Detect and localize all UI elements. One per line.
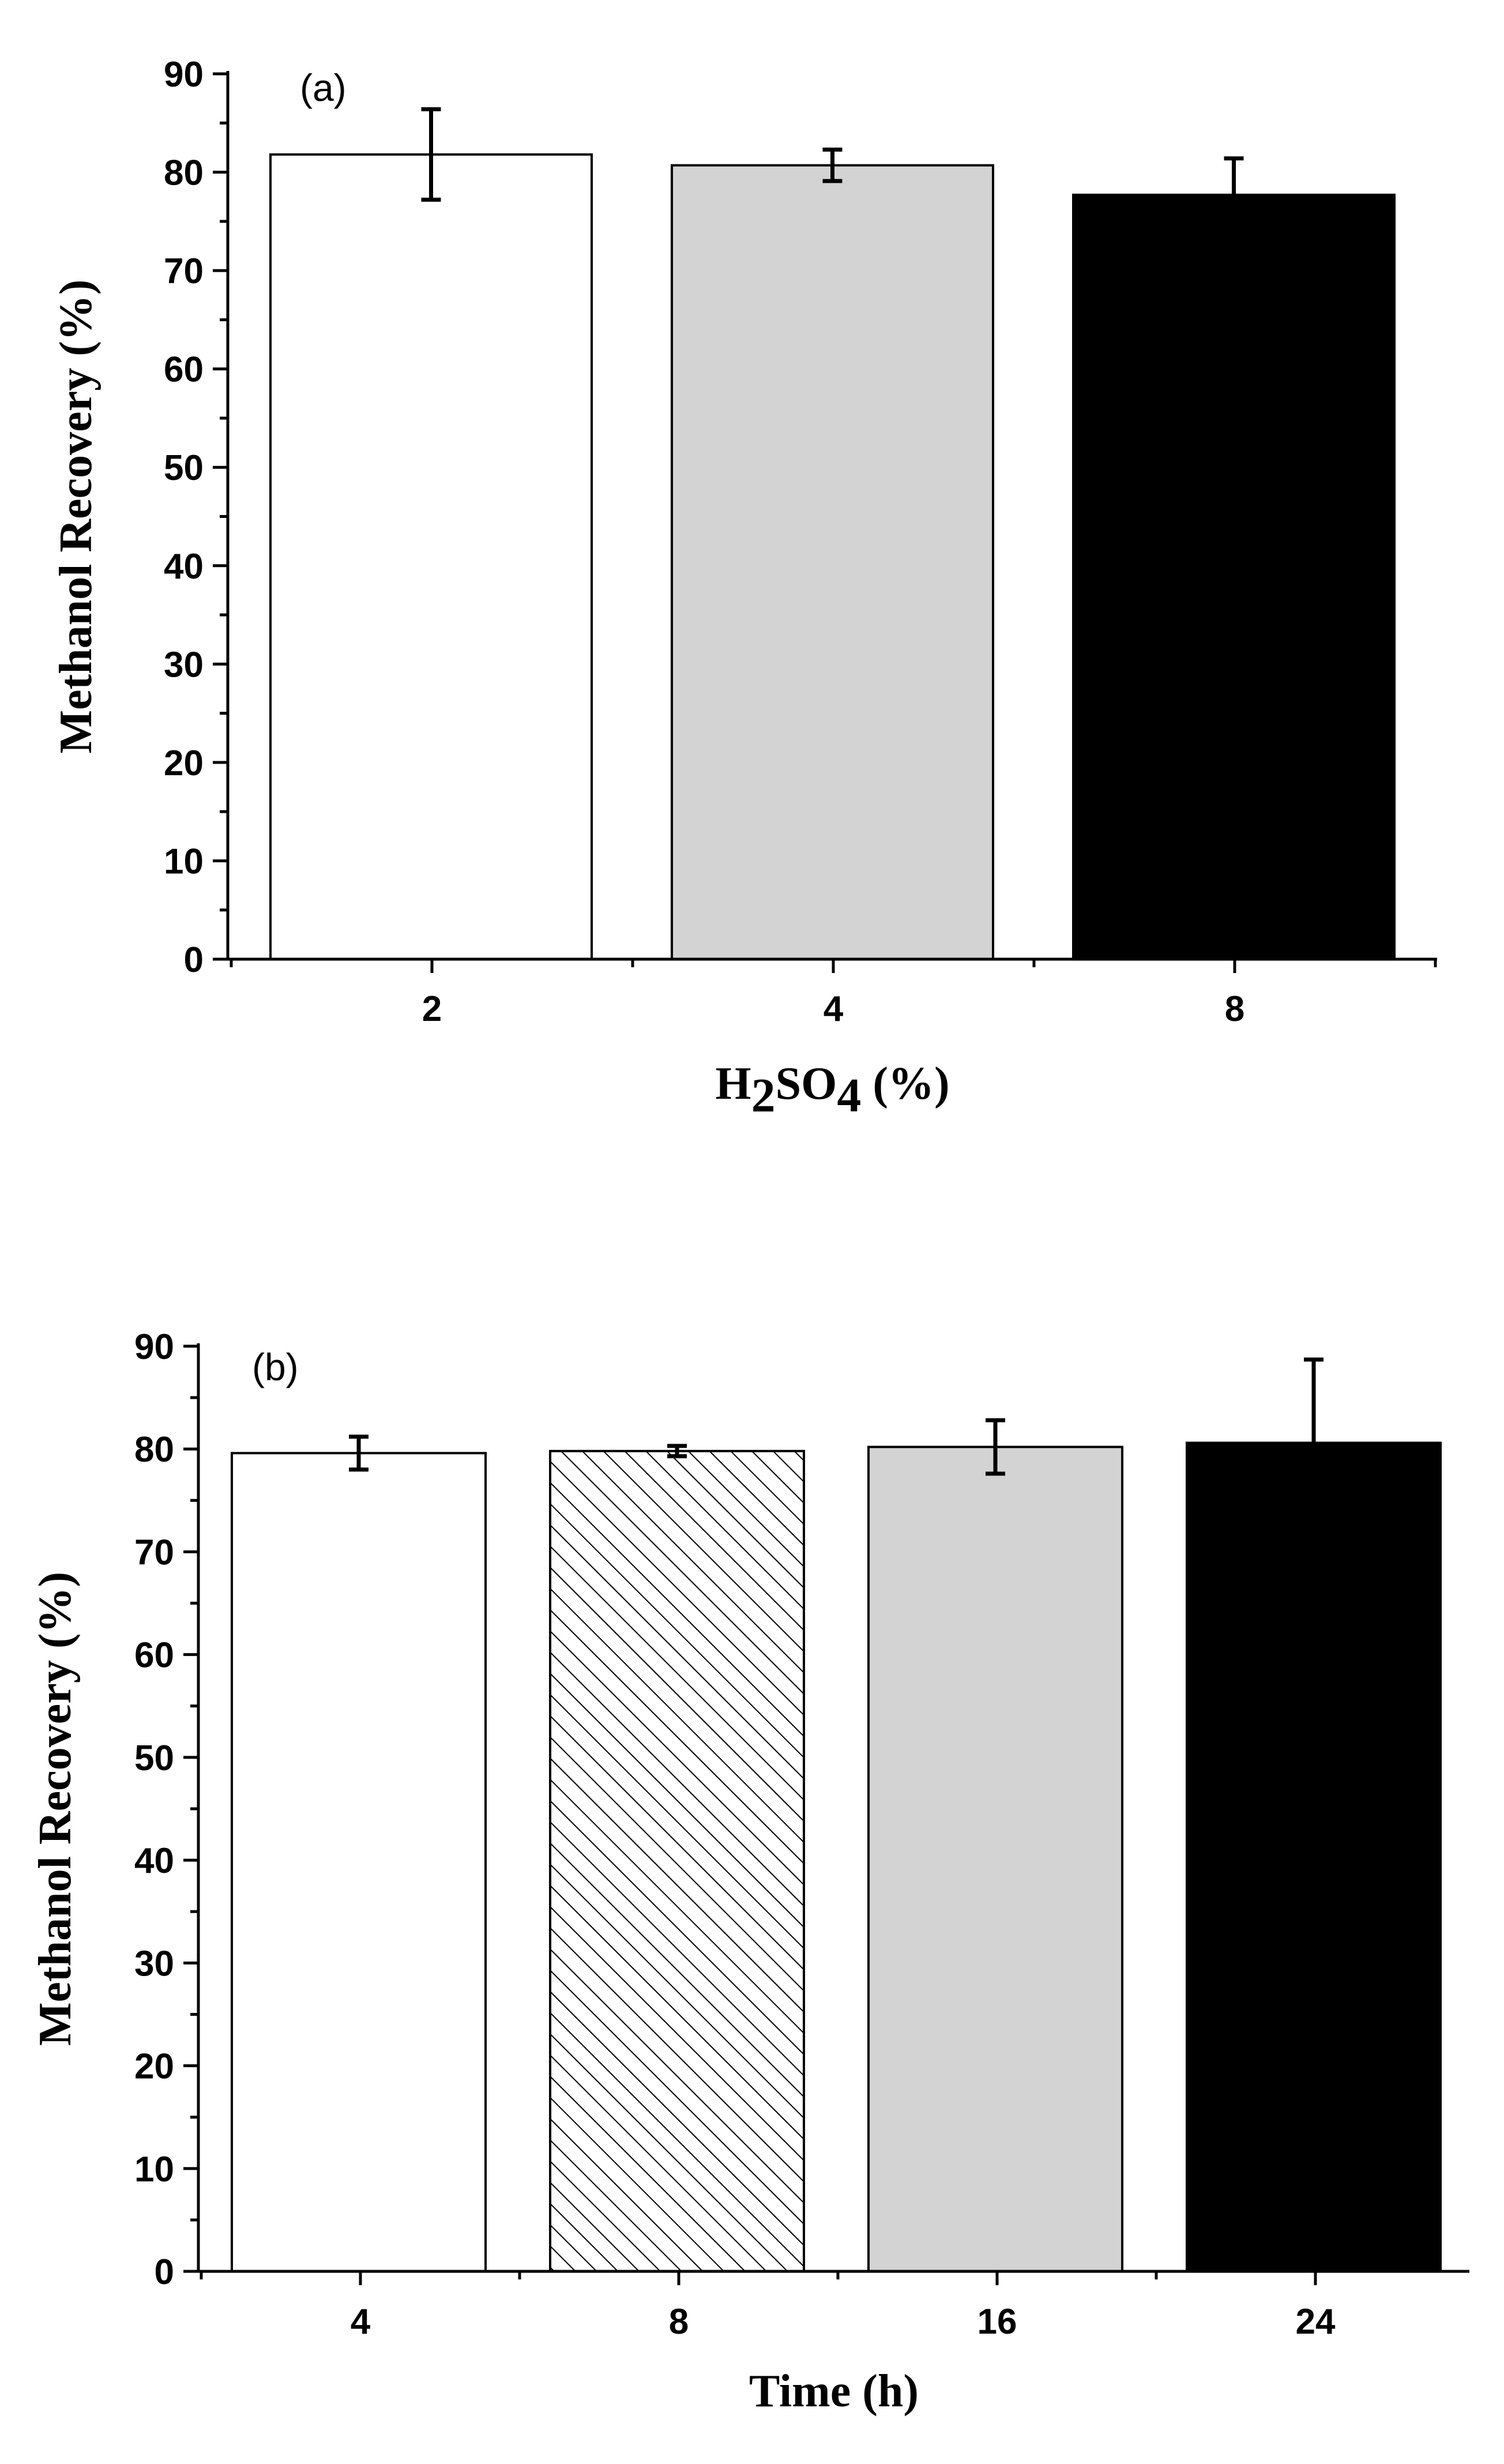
panel-a-y-axis-title: Methanol Recovery (%) (51, 280, 101, 754)
panel-b-x-tick-label: 8 (669, 2302, 689, 2342)
panel-b-error-bar-4 (349, 1434, 369, 1472)
panel-b-y-tick-label: 50 (134, 1738, 174, 1778)
panel-b-bar-16 (867, 1445, 1123, 2273)
panel-a-y-tick-label: 10 (164, 842, 204, 881)
panel-a-x-axis-title: H2SO4 (%) (715, 1058, 949, 1122)
panel-b-y-tick-label: 70 (134, 1533, 174, 1572)
x-title-part: (%) (861, 1058, 949, 1109)
panel-b-panel-label: (b) (252, 1346, 299, 1388)
x-title-subscript: 4 (837, 1069, 861, 1122)
panel-b-x-tick-label: 24 (1296, 2302, 1336, 2342)
x-title-part: H (715, 1058, 751, 1109)
panel-a-y-tick-label: 40 (164, 547, 204, 587)
panel-a-x-tick-label: 8 (1225, 989, 1244, 1029)
panel-a-x-tick-label: 4 (824, 989, 844, 1029)
panel-a-y-tick-label: 0 (184, 940, 204, 980)
panel-b-error-bar-24 (1304, 1357, 1323, 1528)
x-title-subscript: 2 (751, 1069, 776, 1122)
panel-a-y-tick-label: 80 (164, 153, 204, 193)
panel-b-bar-4 (231, 1452, 487, 2273)
panel-b-bar-8 (549, 1449, 805, 2273)
panel-a-bar-8 (1072, 193, 1396, 960)
panel-a-error-bar-4 (822, 147, 843, 183)
panel-a-bar-4 (671, 164, 994, 960)
panel-b-error-bar-8 (667, 1444, 687, 1459)
panel-a-y-tick-label: 70 (164, 251, 204, 291)
panel-b-y-tick-label: 30 (134, 1944, 174, 1984)
panel-b-y-tick-label: 40 (134, 1841, 174, 1881)
panel-b-x-axis-title: Time (h) (749, 2366, 919, 2417)
panel-a-y-tick-label: 50 (164, 448, 204, 488)
panel-a-y-tick-label: 20 (164, 743, 204, 783)
panel-b-y-axis-title: Methanol Recovery (%) (30, 1572, 81, 2046)
panel-a-y-tick-label: 60 (164, 350, 204, 390)
panel-b-y-tick-label: 80 (134, 1430, 174, 1470)
panel-b-bar-24 (1186, 1441, 1442, 2273)
x-title-part: SO (776, 1058, 837, 1109)
panel-a-bar-2 (269, 153, 593, 960)
panel-a-y-tick-label: 30 (164, 645, 204, 685)
panel-b-y-tick-label: 10 (134, 2150, 174, 2189)
panel-b-y-tick-label: 0 (155, 2252, 174, 2292)
panel-a-error-bar-2 (421, 107, 441, 202)
panel-a-chart: 0 10 20 30 40 50 60 70 80 90 2 4 8 (a) Methanol Recove… (51, 55, 1437, 1122)
panel-b-y-tick-label: 90 (134, 1327, 174, 1367)
panel-b-y-tick-label: 20 (134, 2047, 174, 2087)
panel-b-x-tick-label: 4 (351, 2302, 371, 2342)
panel-b-y-tick-label: 60 (134, 1636, 174, 1676)
panel-a-panel-label: (a) (300, 66, 347, 109)
panel-b-error-bar-16 (986, 1418, 1005, 1476)
panel-b-chart: 0 10 20 30 40 50 60 70 80 90 4 8 16 24 (b) Methanol Rec… (30, 1327, 1469, 2417)
panel-a-y-tick-label: 90 (164, 55, 204, 95)
panel-b-x-tick-label: 16 (977, 2302, 1017, 2342)
panel-a-error-bar-8 (1224, 156, 1244, 234)
panel-a-x-tick-label: 2 (422, 989, 442, 1029)
